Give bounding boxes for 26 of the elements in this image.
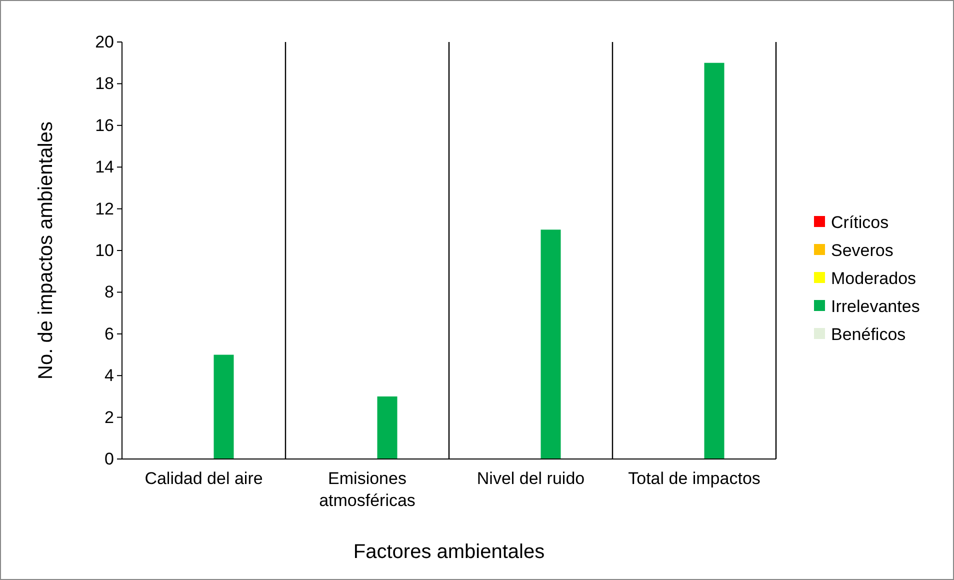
bar bbox=[377, 396, 398, 459]
x-tick-label: Emisiones atmosféricas bbox=[319, 469, 416, 510]
y-tick-label: 16 bbox=[95, 116, 114, 135]
y-tick-label: 12 bbox=[95, 199, 114, 218]
bar bbox=[704, 62, 724, 459]
legend-label: Críticos bbox=[831, 212, 889, 232]
y-tick-label: 0 bbox=[104, 449, 114, 468]
legend-label: Benéficos bbox=[831, 324, 906, 344]
legend-label: Severos bbox=[831, 240, 894, 260]
y-tick-label: 10 bbox=[95, 240, 114, 260]
x-tick-label: Total de impactos bbox=[628, 469, 760, 488]
y-tick-label: 6 bbox=[104, 324, 114, 344]
legend-label: Moderados bbox=[831, 268, 916, 288]
y-tick-label: 18 bbox=[95, 74, 114, 94]
bar bbox=[540, 230, 561, 459]
bar bbox=[214, 354, 234, 459]
y-tick-label: 14 bbox=[95, 158, 114, 177]
y-tick-label: 4 bbox=[104, 366, 114, 386]
y-tick-label: 8 bbox=[104, 282, 114, 302]
x-axis-title: Factores ambientales bbox=[353, 541, 545, 563]
legend-label: Irrelevantes bbox=[831, 296, 920, 316]
y-axis-title: No. de impactos ambientales bbox=[35, 122, 57, 380]
x-tick-label: Nivel del ruido bbox=[476, 469, 585, 488]
x-tick-label: Calidad del aire bbox=[144, 469, 263, 488]
y-tick-label: 2 bbox=[104, 408, 114, 427]
y-tick-label: 20 bbox=[95, 32, 114, 52]
